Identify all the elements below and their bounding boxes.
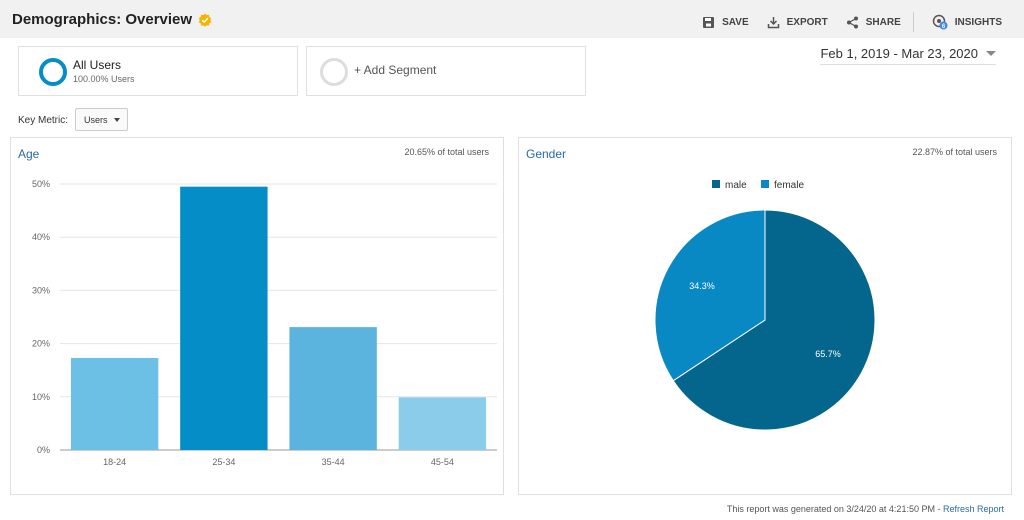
pie-label-male: 65.7%	[815, 349, 841, 359]
age-panel-note: 20.65% of total users	[404, 147, 489, 157]
age-panel: Age 20.65% of total users 0% 10% 20% 30% 40%…	[10, 137, 504, 495]
gender-pie-chart: male female 65.7% 34.3%	[654, 180, 876, 431]
save-icon	[703, 16, 715, 28]
report-footer: This report was generated on 3/24/20 at …	[727, 504, 1004, 514]
segment-all-users[interactable]: All Users 100.00% Users	[18, 46, 298, 96]
verified-badge-icon	[198, 13, 212, 27]
page-title-text: Demographics: Overview	[12, 11, 193, 28]
legend-label-male: male	[725, 180, 747, 191]
age-bar-35-44[interactable]	[289, 327, 377, 450]
pie-slice-female[interactable]	[654, 209, 766, 382]
pie-slice-male[interactable]	[672, 209, 876, 431]
share-icon	[846, 16, 858, 28]
dropdown-caret-icon	[114, 118, 120, 122]
date-range-picker[interactable]: Feb 1, 2019 - Mar 23, 2020	[820, 46, 996, 65]
age-bar-18-24[interactable]	[70, 357, 159, 450]
segment-name: All Users	[73, 58, 122, 72]
insights-label: INSIGHTS	[954, 16, 1002, 28]
y-tick-label: 20%	[32, 339, 50, 349]
x-tick-label: 35-44	[322, 457, 345, 467]
report-actions: SAVE EXPORT SHARE 6 INSIGHTS	[684, 12, 1002, 32]
export-icon	[767, 16, 779, 28]
legend-swatch-female	[761, 180, 769, 188]
y-tick-label: 50%	[32, 179, 50, 189]
insights-icon: 6	[932, 14, 948, 30]
report-content: All Users 100.00% Users + Add Segment Fe…	[0, 38, 1024, 520]
legend-label-female: female	[774, 180, 804, 191]
key-metric-label: Key Metric:	[18, 115, 69, 126]
y-tick-label: 0%	[37, 445, 50, 455]
add-segment-label: + Add Segment	[354, 63, 437, 77]
gender-panel: Gender 22.87% of total users male female 6…	[518, 137, 1012, 495]
y-tick-label: 40%	[32, 232, 50, 242]
page-title: Demographics: Overview	[12, 11, 212, 28]
add-segment-button[interactable]: + Add Segment	[306, 46, 586, 96]
x-tick-label: 45-54	[431, 457, 454, 467]
save-label: SAVE	[722, 16, 749, 28]
pie-label-female: 34.3%	[689, 281, 715, 291]
refresh-report-link[interactable]: Refresh Report	[942, 504, 1004, 514]
empty-segment-ring-icon	[320, 58, 348, 86]
export-label: EXPORT	[786, 16, 828, 28]
save-button[interactable]: SAVE	[702, 16, 749, 29]
y-tick-label: 10%	[32, 392, 50, 402]
insights-badge: 6	[942, 24, 946, 30]
share-button[interactable]: SHARE	[846, 16, 901, 29]
age-bar-45-54[interactable]	[398, 397, 487, 450]
chevron-down-icon	[986, 51, 996, 56]
date-range-text: Feb 1, 2019 - Mar 23, 2020	[820, 46, 978, 61]
age-panel-title: Age	[18, 147, 40, 161]
gender-panel-title: Gender	[526, 147, 567, 161]
gender-panel-note: 22.87% of total users	[912, 147, 997, 157]
key-metric-dropdown[interactable]: Users	[75, 108, 128, 131]
export-button[interactable]: EXPORT	[767, 16, 828, 29]
segment-percentage: 100.00% Users	[73, 74, 135, 84]
y-tick-label: 30%	[32, 285, 50, 295]
x-tick-label: 18-24	[103, 457, 126, 467]
actions-divider	[912, 12, 914, 32]
x-tick-label: 25-34	[212, 457, 235, 467]
report-header: Demographics: Overview SAVE EXPORT SHARE…	[0, 0, 1024, 40]
age-bar-chart: 0% 10% 20% 30% 40% 50% 18-24 25-34 35-44 45-54	[32, 179, 497, 467]
key-metric-value: Users	[84, 114, 108, 125]
footer-text: This report was generated on 3/24/20 at …	[726, 504, 943, 514]
share-label: SHARE	[865, 16, 901, 28]
legend-swatch-male	[712, 180, 720, 188]
segment-ring-icon	[39, 58, 67, 86]
age-bar-25-34[interactable]	[180, 186, 268, 450]
insights-button[interactable]: 6 INSIGHTS	[932, 14, 1002, 30]
